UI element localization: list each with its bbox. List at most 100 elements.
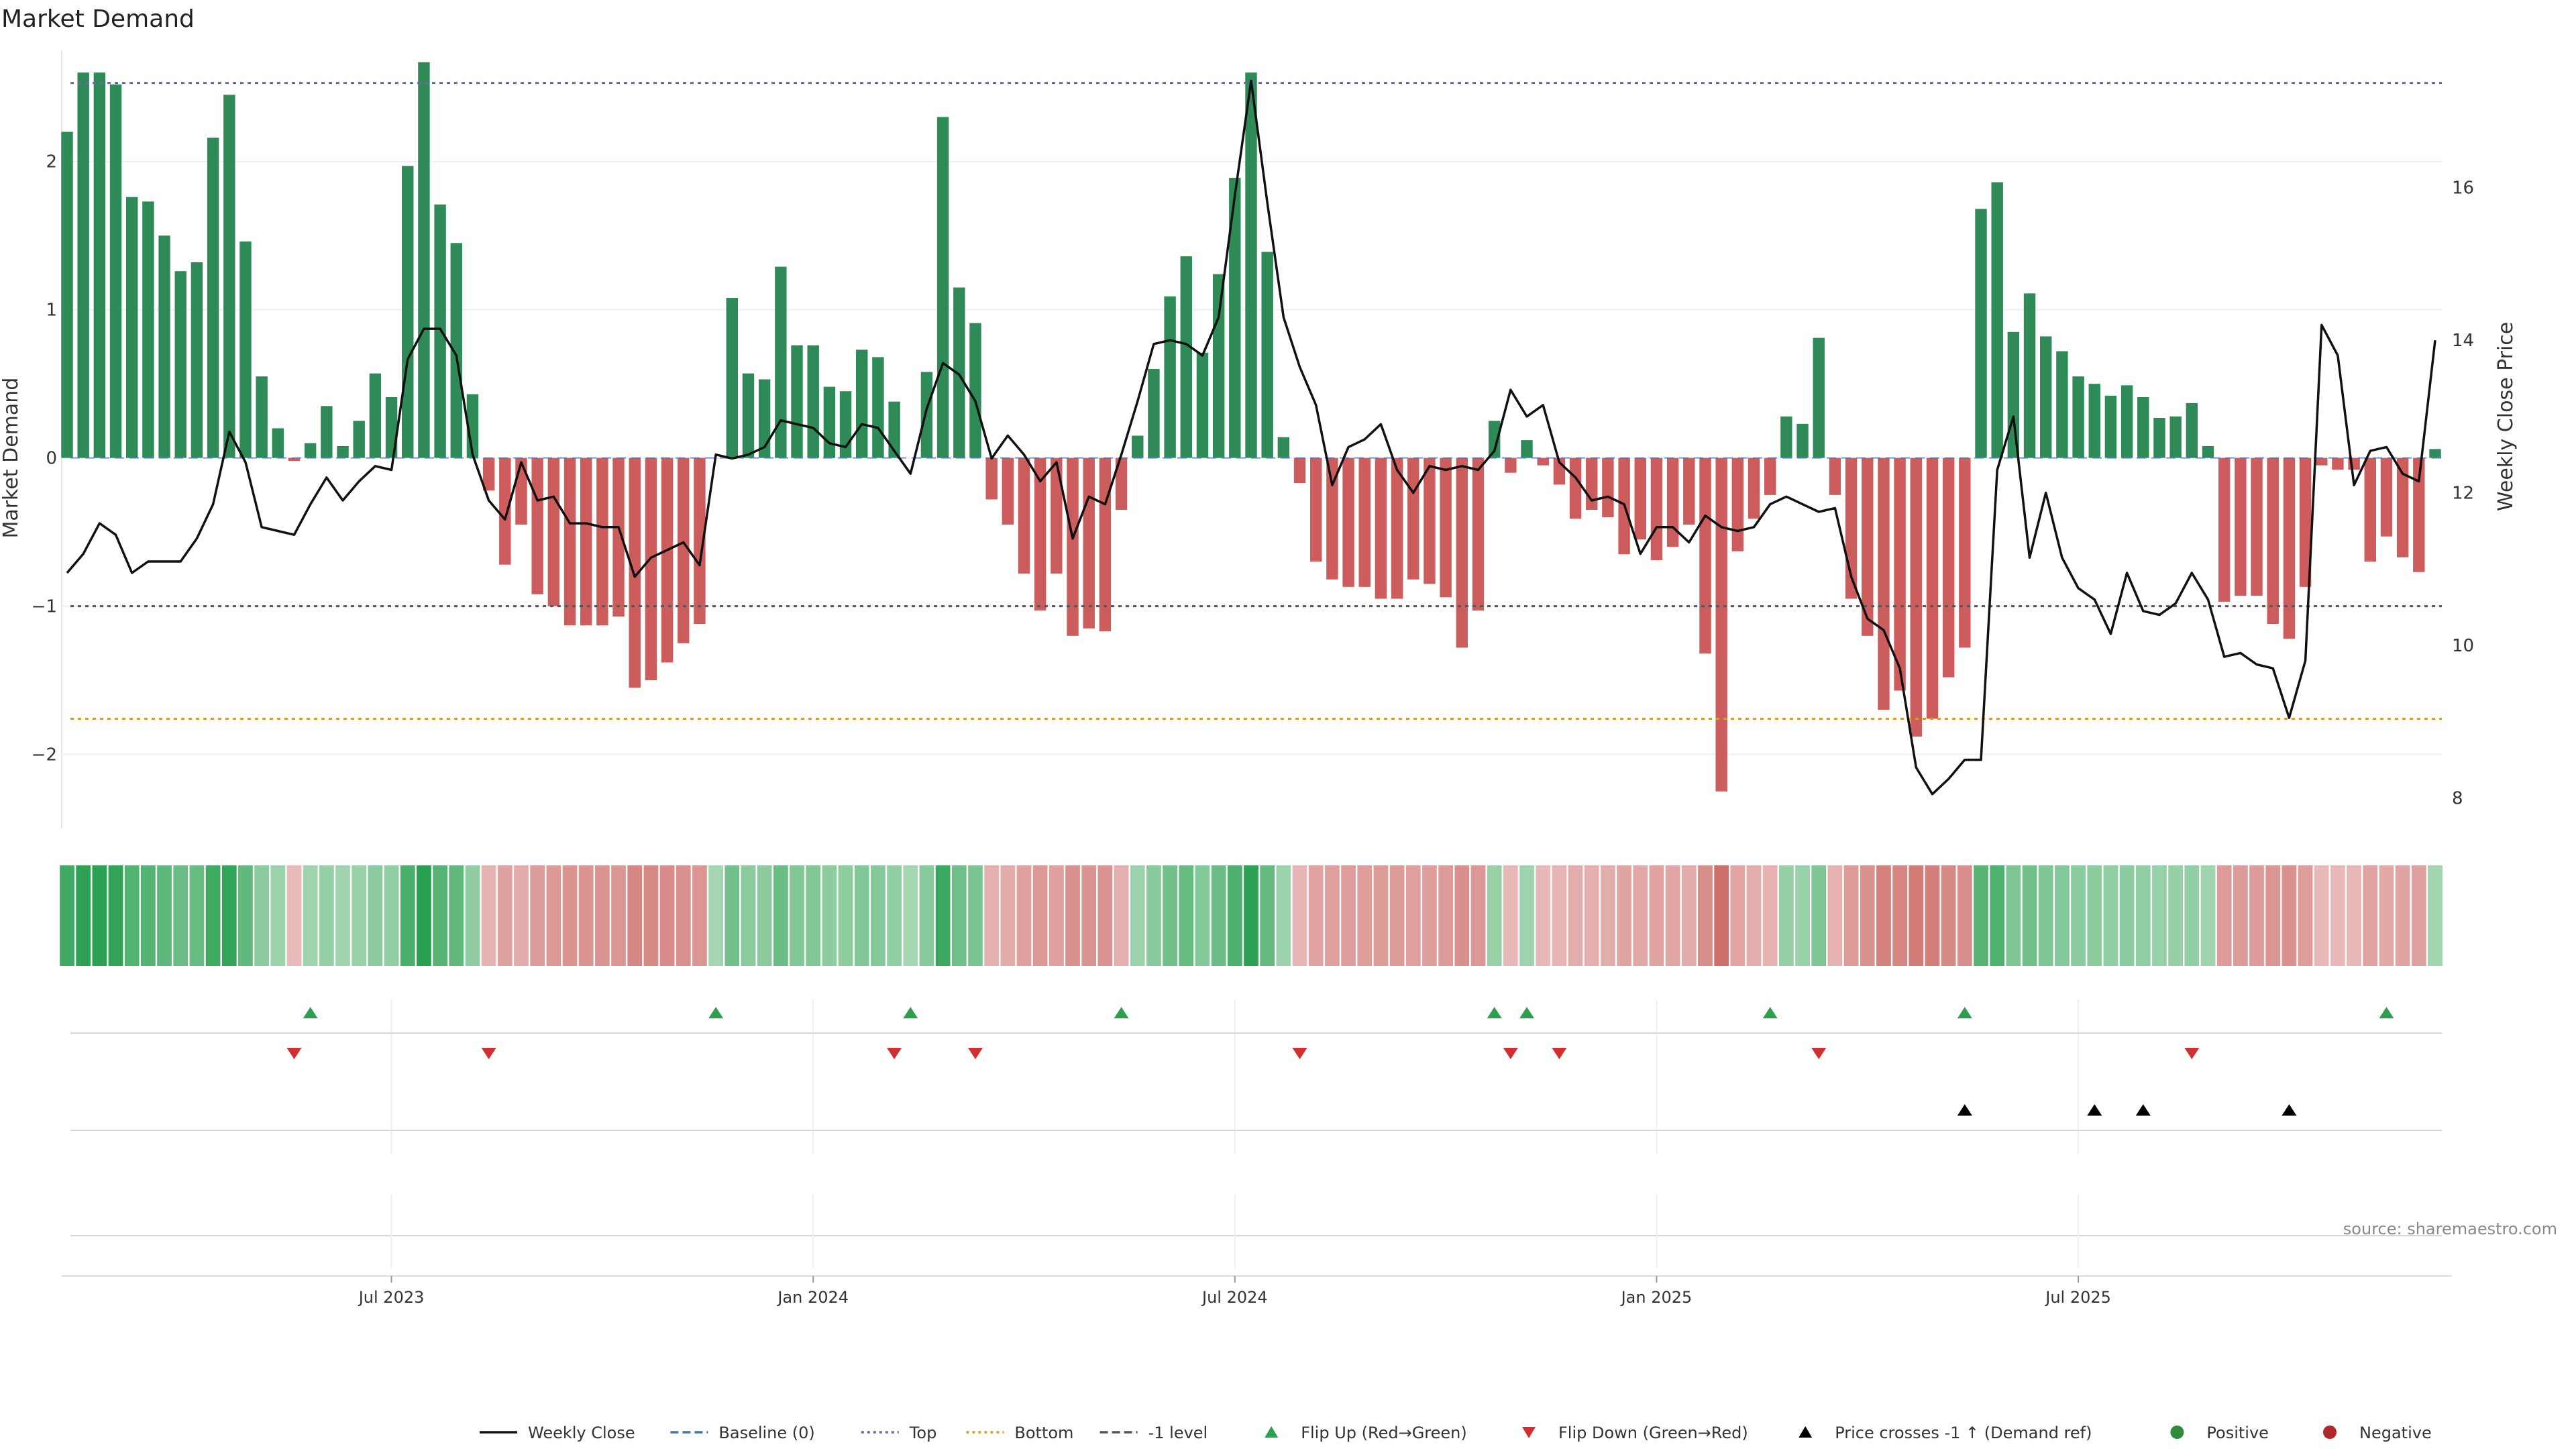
bar-negative — [1472, 458, 1485, 611]
heat-cell — [2055, 865, 2070, 966]
heat-cell — [254, 865, 270, 966]
flip-up-marker — [708, 1007, 724, 1018]
x-axis: Jul 2023 Jan 2024 Jul 2024 Jan 2025 Jul 2025 — [62, 1275, 2452, 1307]
heat-cell — [384, 865, 399, 966]
flip-down-marker — [1292, 1048, 1307, 1059]
heat-cell — [1422, 865, 1437, 966]
bar-negative — [499, 458, 511, 565]
heat-cell — [1065, 865, 1080, 966]
legend-label: -1 level — [1148, 1424, 1208, 1442]
heat-cell — [1778, 865, 1794, 966]
bar-negative — [547, 458, 560, 606]
bar-positive — [2137, 397, 2149, 458]
bar-negative — [694, 458, 706, 625]
flip-down-marker — [286, 1048, 302, 1059]
bar-positive — [758, 379, 771, 458]
heat-cell — [611, 865, 626, 966]
legend-item: Flip Up (Red→Green) — [1265, 1424, 1467, 1442]
heat-cell — [1909, 865, 1924, 966]
heat-cell — [1649, 865, 1664, 966]
heat-cell — [594, 865, 610, 966]
heat-cell — [1097, 865, 1113, 966]
x-tick-label: Jul 2023 — [358, 1288, 425, 1307]
heat-cell — [189, 865, 205, 966]
heat-cell — [790, 865, 804, 966]
legend-item: Positive — [2170, 1424, 2269, 1442]
bar-positive — [1991, 182, 2003, 458]
bar-positive — [2072, 376, 2084, 458]
heat-cell — [1730, 865, 1746, 966]
heat-cell — [481, 865, 496, 966]
bar-positive — [2007, 331, 2020, 458]
bar-positive — [2121, 385, 2133, 458]
bar-negative — [1878, 458, 1890, 710]
heat-cell — [1016, 865, 1032, 966]
heat-cell — [1795, 865, 1810, 966]
legend-swatch-triangle-down — [1522, 1427, 1536, 1438]
heat-cell — [205, 865, 221, 966]
bar-positive — [726, 297, 739, 458]
bar-positive — [256, 376, 268, 458]
legend-swatch-dot — [2323, 1426, 2337, 1439]
heat-cell — [1049, 865, 1064, 966]
bar-negative — [1002, 458, 1014, 525]
heat-cell — [562, 865, 578, 966]
bar-negative — [1910, 458, 1923, 737]
heat-cell — [2103, 865, 2118, 966]
flip-down-marker — [1811, 1048, 1827, 1059]
legend-item: Bottom — [966, 1424, 1073, 1442]
bar-positive — [823, 386, 836, 458]
y-tick-label-left: −2 — [32, 745, 57, 765]
bar-positive — [77, 72, 89, 458]
heat-cell — [643, 865, 659, 966]
bar-positive — [1975, 209, 1987, 458]
heat-cell — [838, 865, 853, 966]
heat-cell — [303, 865, 318, 966]
price-cross-marker — [2135, 1104, 2151, 1116]
y-tick-label-right: 10 — [2452, 636, 2474, 656]
heat-cell — [1827, 865, 1843, 966]
heat-cell — [2330, 865, 2345, 966]
bar-negative — [1051, 458, 1063, 574]
heat-cell — [1308, 865, 1324, 966]
bar-negative — [678, 458, 690, 643]
y-axis-title-right: Weekly Close Price — [2494, 322, 2518, 511]
bar-positive — [337, 445, 349, 458]
heat-cell — [2314, 865, 2329, 966]
heat-cell — [1843, 865, 1859, 966]
heat-cell — [352, 865, 367, 966]
heat-cell — [2282, 865, 2297, 966]
flip-down-marker — [1503, 1048, 1518, 1059]
bar-negative — [1586, 458, 1598, 510]
bar-positive — [239, 241, 252, 458]
heat-cell — [1633, 865, 1648, 966]
bar-negative — [645, 458, 657, 681]
y-tick-label-left: 0 — [46, 449, 57, 469]
heat-cell — [1876, 865, 1891, 966]
x-tick-label: Jan 2025 — [1620, 1288, 1693, 1307]
heat-cell — [854, 865, 869, 966]
heat-cell — [1276, 865, 1291, 966]
bar-negative — [288, 458, 301, 462]
bar-positive — [1780, 416, 1792, 458]
bar-negative — [2396, 458, 2409, 557]
legend-item: Weekly Close — [480, 1424, 635, 1442]
bar-negative — [1326, 458, 1338, 580]
heat-cell — [1681, 865, 1697, 966]
y-tick-label-right: 16 — [2452, 178, 2474, 199]
heat-cell — [1454, 865, 1470, 966]
heat-cell — [2071, 865, 2086, 966]
heat-cell — [2428, 865, 2443, 966]
bar-negative — [2332, 458, 2344, 470]
heat-cell — [1698, 865, 1713, 966]
legend: Weekly Close Baseline (0) Top Bottom -1 leve… — [480, 1424, 2432, 1442]
heat-cell — [659, 865, 675, 966]
flip-up-marker — [2379, 1007, 2394, 1018]
heat-cell — [1227, 865, 1242, 966]
flip-up-marker — [303, 1007, 318, 1018]
bar-positive — [856, 350, 868, 458]
heat-cell — [1990, 865, 2005, 966]
heat-cell — [221, 865, 237, 966]
